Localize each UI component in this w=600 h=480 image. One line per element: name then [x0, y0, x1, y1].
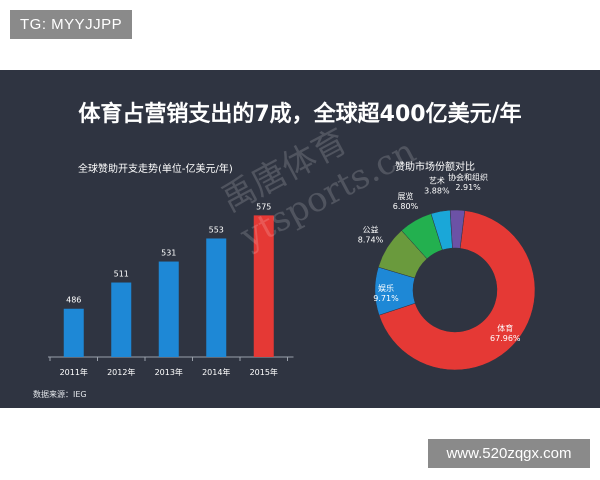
donut-slice	[378, 210, 536, 371]
bar-category-label: 2014年	[202, 367, 230, 377]
donut-slice-value: 2.91%	[455, 183, 481, 192]
bar-value-label: 575	[256, 202, 271, 211]
donut-slice-name: 艺术	[429, 176, 445, 186]
bar	[63, 308, 84, 357]
tg-badge: TG: MYYJJPP	[10, 10, 133, 39]
bar-category-label: 2011年	[60, 367, 88, 377]
donut-slice-value: 8.74%	[358, 235, 384, 244]
donut-slice-name: 娱乐	[378, 283, 394, 293]
donut-slice-value: 3.88%	[424, 187, 450, 196]
bar-category-label: 2015年	[250, 367, 278, 377]
source-note: 数据来源：IEG	[33, 390, 87, 399]
donut-slice-name: 公益	[363, 224, 379, 234]
bar	[158, 261, 179, 357]
donut-slice-value: 6.80%	[393, 202, 419, 211]
donut-slice-name: 协会和组织	[448, 172, 488, 182]
bar-value-label: 486	[66, 296, 81, 305]
bar	[253, 215, 274, 357]
bar	[206, 238, 227, 357]
site-badge: www.520zqgx.com	[428, 439, 590, 468]
donut-slice-name: 展览	[397, 191, 413, 201]
donut-slice-value: 67.96%	[490, 334, 521, 343]
bar-value-label: 553	[209, 225, 224, 234]
donut-chart-title: 赞助市场份额对比	[395, 162, 475, 173]
bar-value-label: 531	[161, 249, 176, 258]
bar-chart-title: 全球赞助开支走势(单位-亿美元/年)	[78, 164, 233, 175]
bar-category-label: 2013年	[155, 367, 183, 377]
donut-slice-name: 体育	[497, 323, 513, 333]
bar	[111, 282, 132, 357]
donut-slice	[449, 209, 466, 249]
headline: 体育占营销支出的7成，全球超400亿美元/年	[78, 102, 522, 127]
donut-slice-value: 9.71%	[373, 294, 399, 303]
bar-value-label: 511	[114, 270, 129, 279]
bar-category-label: 2012年	[107, 367, 135, 377]
